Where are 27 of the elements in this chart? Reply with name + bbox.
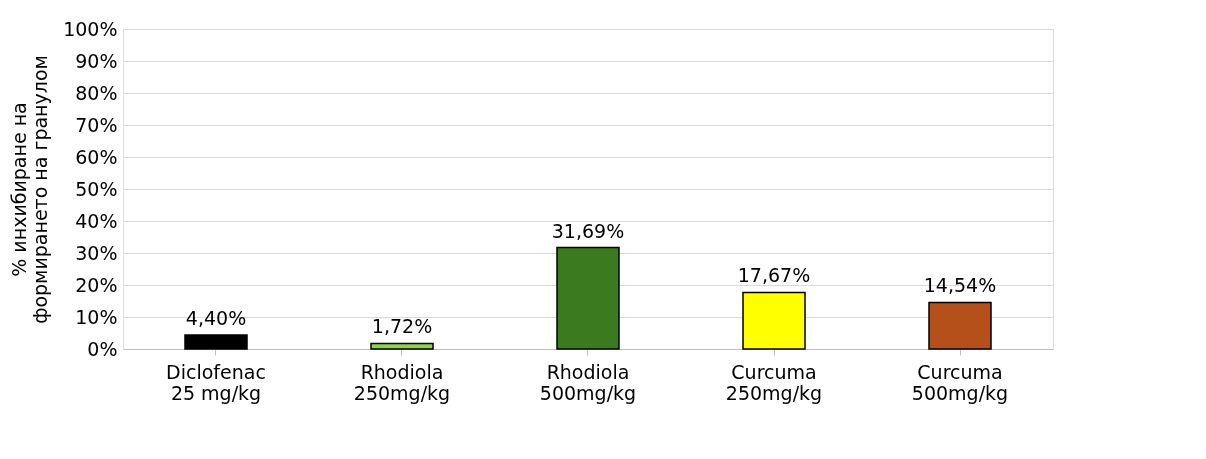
- y-tick-label: 90%: [75, 49, 118, 72]
- y-tick-label: 80%: [75, 81, 118, 104]
- x-tick-label: Rhodiola 250mg/kg: [353, 360, 451, 404]
- y-tick-label: 20%: [75, 273, 118, 296]
- data-label: 4,40%: [185, 306, 247, 329]
- y-axis-title: % инхибиране на формирането на гранулом: [8, 55, 52, 324]
- bar: [556, 246, 620, 350]
- y-tick-label: 50%: [75, 177, 118, 200]
- y-tick-label: 60%: [75, 145, 118, 168]
- bar: [928, 301, 992, 350]
- bar: [184, 334, 248, 350]
- data-label: 31,69%: [551, 219, 625, 242]
- data-label: 14,54%: [923, 274, 997, 297]
- data-label: 1,72%: [371, 315, 433, 338]
- x-tick-label: Curcuma 500mg/kg: [911, 360, 1009, 404]
- y-tick-label: 70%: [75, 113, 118, 136]
- y-tick-label: 30%: [75, 241, 118, 264]
- y-tick-label: 100%: [63, 17, 118, 40]
- x-tick-label: Curcuma 250mg/kg: [725, 360, 823, 404]
- x-tick-label: Rhodiola 500mg/kg: [539, 360, 637, 404]
- x-tick-label: Diclofenac 25 mg/kg: [166, 360, 266, 404]
- bar: [370, 342, 434, 350]
- y-tick-label: 40%: [75, 209, 118, 232]
- data-label: 17,67%: [737, 264, 811, 287]
- y-tick-label: 0%: [87, 337, 118, 360]
- y-tick-label: 10%: [75, 305, 118, 328]
- bar: [742, 291, 806, 350]
